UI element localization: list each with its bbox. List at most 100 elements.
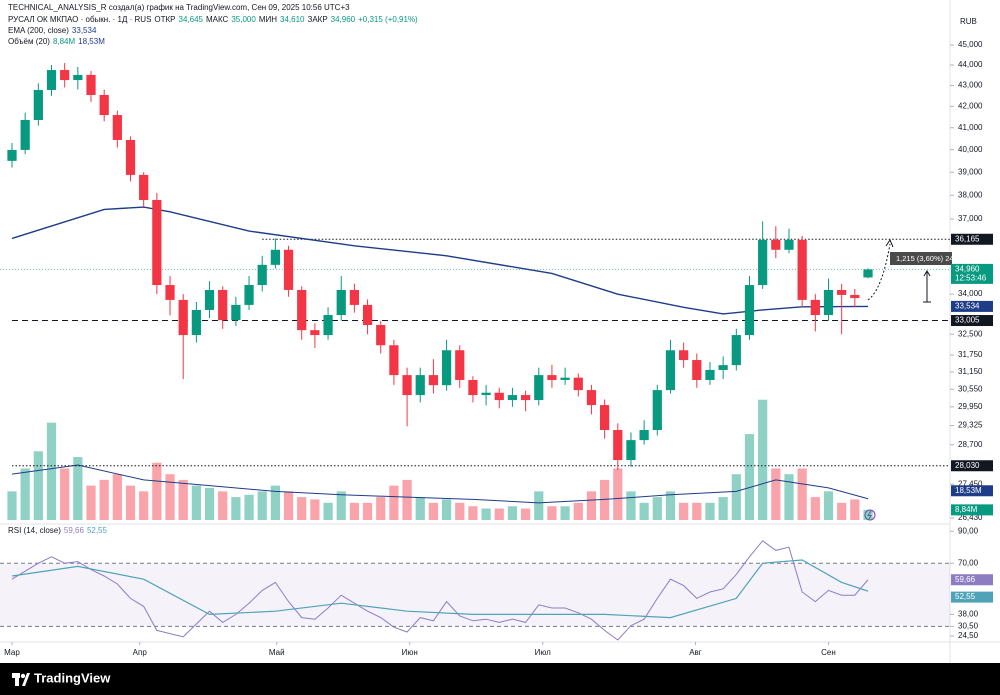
volume-bar [125, 485, 136, 520]
candle-body [231, 304, 241, 321]
volume-bar [679, 502, 689, 520]
y-tick-label: 39,000 [958, 167, 983, 176]
measure-box [890, 252, 952, 265]
candle-body [376, 324, 386, 346]
candle-body [507, 395, 518, 401]
candle-body [758, 239, 768, 286]
candle-body [679, 350, 689, 361]
level-label-box [951, 233, 993, 245]
x-tick-label: Авг [689, 648, 702, 657]
rsi-line: RSI (14, close) 59,66 52,55 [8, 525, 110, 536]
candle-body [455, 350, 465, 380]
volume-bar [428, 502, 439, 520]
rsi-tick-label: 70,00 [958, 558, 979, 567]
volume-bar [810, 497, 820, 520]
volume-bar [560, 506, 570, 520]
y-tick-label: 40,000 [958, 145, 983, 154]
y-tick-label: 32,500 [958, 329, 983, 338]
candle-body [402, 375, 412, 396]
y-tick-label: 29,950 [958, 402, 983, 411]
x-tick-label: Май [269, 648, 285, 657]
candle-body [441, 350, 452, 386]
candle-body [33, 89, 43, 120]
x-tick-label: Мар [4, 648, 20, 657]
candle-body [283, 249, 294, 290]
candle-body [415, 375, 425, 396]
candle-body [692, 360, 702, 380]
footer-bar [0, 663, 1000, 695]
change: +0,315 (+0,91%) [358, 15, 418, 24]
volume-bar [33, 451, 43, 520]
volume-label-box [951, 504, 993, 516]
logo-part [22, 673, 30, 686]
candle-body [310, 330, 320, 336]
y-tick-label: 44,000 [958, 60, 983, 69]
y-tick-label: 31,750 [958, 350, 983, 359]
candle-body [560, 377, 570, 380]
volume-name: Объём (20) [8, 37, 50, 46]
field-value: 34,610 [280, 15, 305, 24]
volume-bar [165, 474, 175, 520]
candle-body [191, 309, 201, 336]
volume-bar [573, 502, 583, 520]
candle-body [257, 264, 267, 286]
candle-body [178, 299, 188, 336]
candle-body [494, 392, 504, 401]
volume-bar [244, 494, 254, 520]
rsi-ma-label-box [951, 591, 993, 603]
rsi-tick-label: 24,50 [958, 631, 979, 640]
rsi-value: 59,66 [63, 526, 84, 535]
ema-line: EMA (200, close) 33,534 [8, 25, 99, 36]
field-label: МАКС [205, 15, 229, 24]
candle-body [112, 115, 122, 140]
volume-bar [520, 508, 531, 520]
y-tick-label: 42,000 [958, 101, 983, 110]
candle-body [86, 74, 96, 95]
candle-body [613, 430, 623, 461]
volume-label: 8,84M [955, 505, 978, 514]
projection-arrowhead [885, 238, 894, 248]
volume-bar [178, 479, 188, 520]
symbol-line: РУСАЛ ОК МКПАО · обыкн. · 1Д · RUS ОТКР 34… [8, 14, 421, 25]
volume-ma [11, 464, 869, 504]
candle-body [718, 365, 728, 370]
volume-bar [283, 491, 294, 520]
volume-bar [744, 434, 755, 520]
volume-bar [204, 487, 215, 520]
volume-bar [652, 497, 662, 520]
candle-body [665, 350, 676, 391]
x-tick-label: Июл [535, 648, 552, 657]
brand: TradingView [34, 670, 111, 685]
candle-body [810, 299, 820, 316]
event-icon-bolt [867, 510, 872, 520]
x-tick-label: Сен [821, 648, 836, 657]
volume-bar [73, 457, 83, 520]
symbol: РУСАЛ ОК МКПАО · обыкн. · 1Д · RUS [8, 15, 152, 24]
logo-part [20, 673, 26, 679]
y-tick-label: 45,000 [958, 40, 983, 49]
logo-part [12, 673, 20, 678]
attribution: TECHNICAL_ANALYSIS_R создал(а) график на… [8, 3, 350, 12]
volume-ma-value: 18,53M [78, 37, 105, 46]
candle-body [547, 375, 557, 380]
x-tick-label: Июн [402, 648, 418, 657]
volume-bar [863, 509, 873, 520]
rsi-line [11, 540, 869, 641]
volume-bar [218, 491, 228, 520]
level-label-box [951, 315, 993, 327]
candle-body [744, 285, 755, 336]
candle-body [823, 289, 834, 316]
volume-bar [784, 474, 794, 520]
candle-body [731, 335, 741, 366]
candle-body [837, 289, 847, 295]
ema-name: EMA (200, close) [8, 26, 69, 35]
y-tick-label: 34,000 [958, 289, 983, 298]
volume-bar [600, 479, 610, 520]
volume-bar [731, 474, 741, 520]
field-value: 34,960 [330, 15, 356, 24]
x-tick-label: Апр [133, 648, 148, 657]
candle-body [323, 315, 333, 336]
volume-bar [586, 491, 597, 520]
candle-body [204, 289, 215, 310]
volume-bar [20, 468, 30, 520]
